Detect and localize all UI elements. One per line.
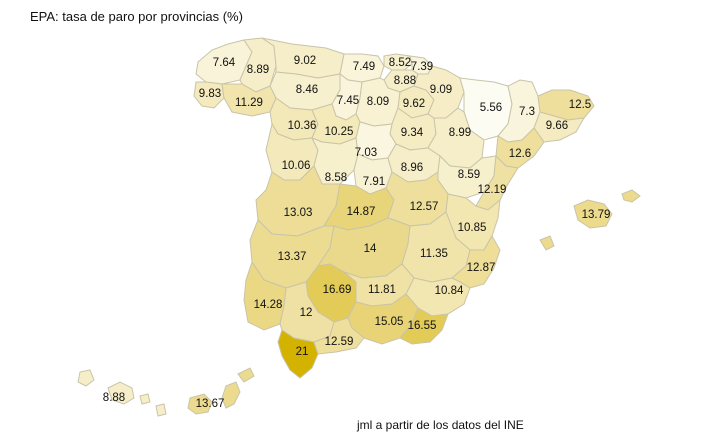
province-label-tarragona: 12.6 xyxy=(509,148,531,160)
province-label-salamanca: 10.06 xyxy=(282,160,311,172)
province-label-avila: 8.58 xyxy=(325,172,347,184)
province-label-zamora: 10.36 xyxy=(288,120,317,132)
province-label-gipuzkoa: 7.39 xyxy=(411,61,433,73)
province-label-lugo: 8.89 xyxy=(247,64,269,76)
province-label-ourense: 11.29 xyxy=(235,97,263,109)
province-alicante xyxy=(451,234,501,289)
province-label-illes-balears: 13.79 xyxy=(582,209,611,221)
province-label-cadiz: 21 xyxy=(296,346,309,358)
province-label-madrid: 7.91 xyxy=(363,176,385,188)
province-label-almeria: 16.55 xyxy=(408,320,437,332)
province-label-huelva: 14.28 xyxy=(254,299,283,311)
province-label-araba: 8.88 xyxy=(394,75,416,87)
province-label-burgos: 8.09 xyxy=(367,96,389,108)
province-label-santa-cruz-de-tenerife: 8.88 xyxy=(103,392,125,404)
province-label-castellon: 12.19 xyxy=(478,184,507,196)
map-title: EPA: tasa de paro por provincias (%) xyxy=(30,9,243,24)
province-las-palmas xyxy=(187,367,255,415)
province-label-malaga: 12.59 xyxy=(325,336,354,348)
province-label-barcelona: 9.66 xyxy=(546,120,568,132)
province-label-las-palmas: 13.67 xyxy=(196,398,225,410)
province-label-badajoz: 13.37 xyxy=(278,251,307,263)
province-castellon xyxy=(475,154,519,211)
province-label-granada: 15.05 xyxy=(375,316,404,328)
province-label-navarra: 9.09 xyxy=(430,84,452,96)
province-label-lleida: 7.3 xyxy=(519,106,535,118)
province-label-huesca: 5.56 xyxy=(480,102,502,114)
province-bizkaia xyxy=(383,53,413,71)
province-huelva xyxy=(243,260,287,331)
province-almeria xyxy=(399,307,449,345)
provinces-layer xyxy=(77,37,641,417)
labels-layer: 7.64 8.89 9.02 7.49 8.52 7.39 8.88 9.83 11.29 8.4… xyxy=(103,55,611,410)
province-label-leon: 8.46 xyxy=(296,84,318,96)
map-credit: jml a partir de los datos del INE xyxy=(357,418,524,432)
province-santa-cruz-de-tenerife xyxy=(77,369,167,417)
province-label-cordoba: 16.69 xyxy=(323,284,352,296)
province-label-la-rioja: 9.62 xyxy=(403,98,425,110)
province-label-ciudad-real: 14 xyxy=(364,243,377,255)
province-label-girona: 12.5 xyxy=(569,99,591,111)
province-label-teruel: 8.59 xyxy=(458,169,480,181)
province-label-asturias: 9.02 xyxy=(294,55,316,67)
province-label-pontevedra: 9.83 xyxy=(199,88,221,100)
province-label-a-coruna: 7.64 xyxy=(213,57,236,69)
province-label-sevilla: 12 xyxy=(300,307,313,319)
province-label-alicante: 12.87 xyxy=(467,262,496,274)
province-label-guadalajara: 8.96 xyxy=(401,162,423,174)
province-label-cantabria: 7.49 xyxy=(353,61,375,73)
province-label-albacete: 11.35 xyxy=(420,248,448,260)
province-label-toledo: 14.87 xyxy=(347,206,376,218)
province-label-valencia: 10.85 xyxy=(458,222,487,234)
province-label-valladolid: 10.25 xyxy=(325,126,354,138)
province-label-soria: 9.34 xyxy=(401,127,424,139)
province-illes-balears xyxy=(539,189,641,251)
province-label-segovia: 7.03 xyxy=(355,147,377,159)
province-label-murcia: 10.84 xyxy=(435,285,464,297)
province-cadiz xyxy=(277,329,319,379)
province-label-bizkaia: 8.52 xyxy=(389,57,411,69)
province-label-zaragoza: 8.99 xyxy=(449,127,471,139)
province-malaga xyxy=(313,317,365,355)
province-label-jaen: 11.81 xyxy=(368,284,396,296)
province-label-palencia: 7.45 xyxy=(337,95,359,107)
province-label-cuenca: 12.57 xyxy=(410,201,439,213)
province-label-caceres: 13.03 xyxy=(284,207,313,219)
province-pontevedra xyxy=(193,81,225,109)
